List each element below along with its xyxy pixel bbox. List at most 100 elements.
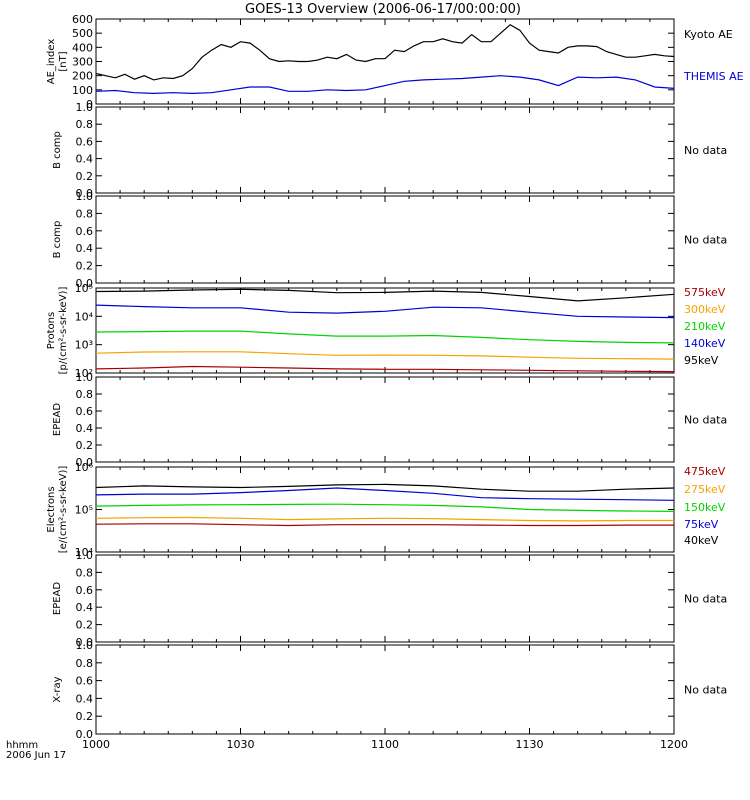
legend-label: 140keV xyxy=(684,337,726,350)
y-tick-label: 0.8 xyxy=(76,388,94,401)
series-210kev xyxy=(95,330,675,344)
y-tick-label: 0.6 xyxy=(76,675,94,688)
series-kyoto-ae xyxy=(95,23,675,81)
panel-8: 1.0 0.8 0.6 0.4 0.2 0.0 X-ray No data xyxy=(52,639,727,741)
legend-label: 95keV xyxy=(684,354,719,367)
legend-label: 40keV xyxy=(684,534,719,547)
y-axis-title: [nT] xyxy=(58,51,69,71)
y-tick-label: 1.0 xyxy=(76,639,94,652)
x-tick-label: 1130 xyxy=(516,738,544,751)
series-themis-ae xyxy=(95,75,675,95)
y-tick-label: 0.4 xyxy=(76,422,94,435)
y-tick-label: 0.2 xyxy=(76,619,94,632)
y-tick-label: 10⁶ xyxy=(75,461,94,474)
time-axis-label: hhmm xyxy=(6,740,38,751)
y-tick-label: 0.6 xyxy=(76,405,94,418)
y-tick-label: 0.0 xyxy=(76,277,94,290)
y-axis-title: [p/(cm²-s-sr-keV)] xyxy=(58,287,69,375)
y-tick-label: 0.6 xyxy=(76,225,94,238)
x-tick-label: 1000 xyxy=(82,738,110,751)
panel-frame xyxy=(95,195,675,284)
legend-label: 475keV xyxy=(684,465,726,478)
y-tick-label: 600 xyxy=(72,13,93,26)
y-axis-title: B comp xyxy=(52,221,63,259)
panel-3: 1.0 0.8 0.6 0.4 0.2 0.0 B comp No data xyxy=(52,190,727,290)
y-tick-label: 10⁴ xyxy=(75,546,94,559)
legend-label: 275keV xyxy=(684,483,726,496)
panel-5: 1.0 0.8 0.6 0.4 0.2 0.0 EPEAD No data xyxy=(52,371,727,469)
y-tick-label: 400 xyxy=(72,41,93,54)
y-tick-label: 0.8 xyxy=(76,657,94,670)
legend-label: No data xyxy=(684,414,727,427)
series-140kev xyxy=(95,304,675,319)
y-tick-label: 0.0 xyxy=(76,456,94,469)
legend-label: No data xyxy=(684,144,727,157)
panel-frame xyxy=(95,106,675,194)
y-tick-label: 0.2 xyxy=(76,260,94,273)
series-475kev xyxy=(95,523,674,527)
legend-label: Kyoto AE xyxy=(684,28,733,41)
y-tick-label: 0.8 xyxy=(76,207,94,220)
legend-label: No data xyxy=(684,234,727,247)
y-axis-title: EPEAD xyxy=(52,582,63,616)
y-tick-label: 0.2 xyxy=(76,710,94,723)
date-label: 2006 Jun 17 xyxy=(6,750,66,761)
panel-frame xyxy=(95,18,675,105)
panel-6: 10⁶ 10⁵ 10⁴ Electrons [e/(cm²-s-sr-keV)] 475k… xyxy=(46,461,726,559)
x-tick-label: 1030 xyxy=(227,738,255,751)
x-tick-label: 1100 xyxy=(371,738,399,751)
chart-title: GOES-13 Overview (2006-06-17/00:00:00) xyxy=(245,2,521,17)
legend-label: 75keV xyxy=(684,518,719,531)
y-tick-label: 500 xyxy=(72,27,93,40)
series-575kev xyxy=(95,365,675,373)
series-150kev xyxy=(95,503,675,512)
y-tick-label: 0.8 xyxy=(76,566,94,579)
y-tick-label: 0.4 xyxy=(76,242,94,255)
y-tick-label: 10⁵ xyxy=(75,282,93,295)
y-tick-label: 0.2 xyxy=(76,439,94,452)
y-tick-label: 0.4 xyxy=(76,692,94,705)
y-tick-label: 10² xyxy=(75,367,93,380)
y-tick-label: 100 xyxy=(72,84,93,97)
y-tick-label: 0.4 xyxy=(76,153,94,166)
y-axis-title: X-ray xyxy=(52,676,63,702)
y-axis-title: EPEAD xyxy=(52,403,63,437)
y-tick-label: 0.4 xyxy=(76,601,94,614)
x-tick-label: 1200 xyxy=(660,738,688,751)
y-axis-title: Protons xyxy=(46,312,57,349)
legend-label: 210keV xyxy=(684,320,726,333)
y-tick-label: 0.2 xyxy=(76,170,94,183)
y-tick-label: 10³ xyxy=(75,339,93,352)
panel-frame xyxy=(95,644,675,735)
series-75kev xyxy=(95,487,675,501)
y-tick-label: 10⁴ xyxy=(75,310,94,323)
y-tick-label: 300 xyxy=(72,56,93,69)
y-axis-title: AE_index xyxy=(46,39,57,85)
y-tick-label: 1.0 xyxy=(76,371,94,384)
series-40kev xyxy=(95,483,675,492)
y-axis-title: B comp xyxy=(52,131,63,169)
y-tick-label: 0.0 xyxy=(76,636,94,649)
y-tick-label: 1.0 xyxy=(76,190,94,203)
panel-frame xyxy=(95,466,675,553)
series-95kev xyxy=(95,288,675,302)
legend-label: THEMIS AE xyxy=(683,70,744,83)
series-300kev xyxy=(95,351,675,360)
y-tick-label: 1.0 xyxy=(76,549,94,562)
series-275kev xyxy=(95,516,674,522)
panel-2: 1.0 0.8 0.6 0.4 0.2 0.0 B comp No data xyxy=(52,101,727,200)
y-tick-label: 0.0 xyxy=(76,728,94,741)
y-tick-label: 1.0 xyxy=(76,101,94,114)
y-tick-label: 0.6 xyxy=(76,135,94,148)
panel-4: 10⁵ 10⁴ 10³ 10² Protons [p/(cm²-s-sr-keV)] 575… xyxy=(46,282,726,380)
legend-label: 150keV xyxy=(684,501,726,514)
panel-frame xyxy=(95,554,675,643)
y-tick-label: 10⁵ xyxy=(75,504,93,517)
y-axis-title: [e/(cm²-s-sr-keV)] xyxy=(58,466,69,554)
legend-label: No data xyxy=(684,684,727,697)
legend-label: No data xyxy=(684,593,727,606)
panel-frame xyxy=(95,376,675,463)
